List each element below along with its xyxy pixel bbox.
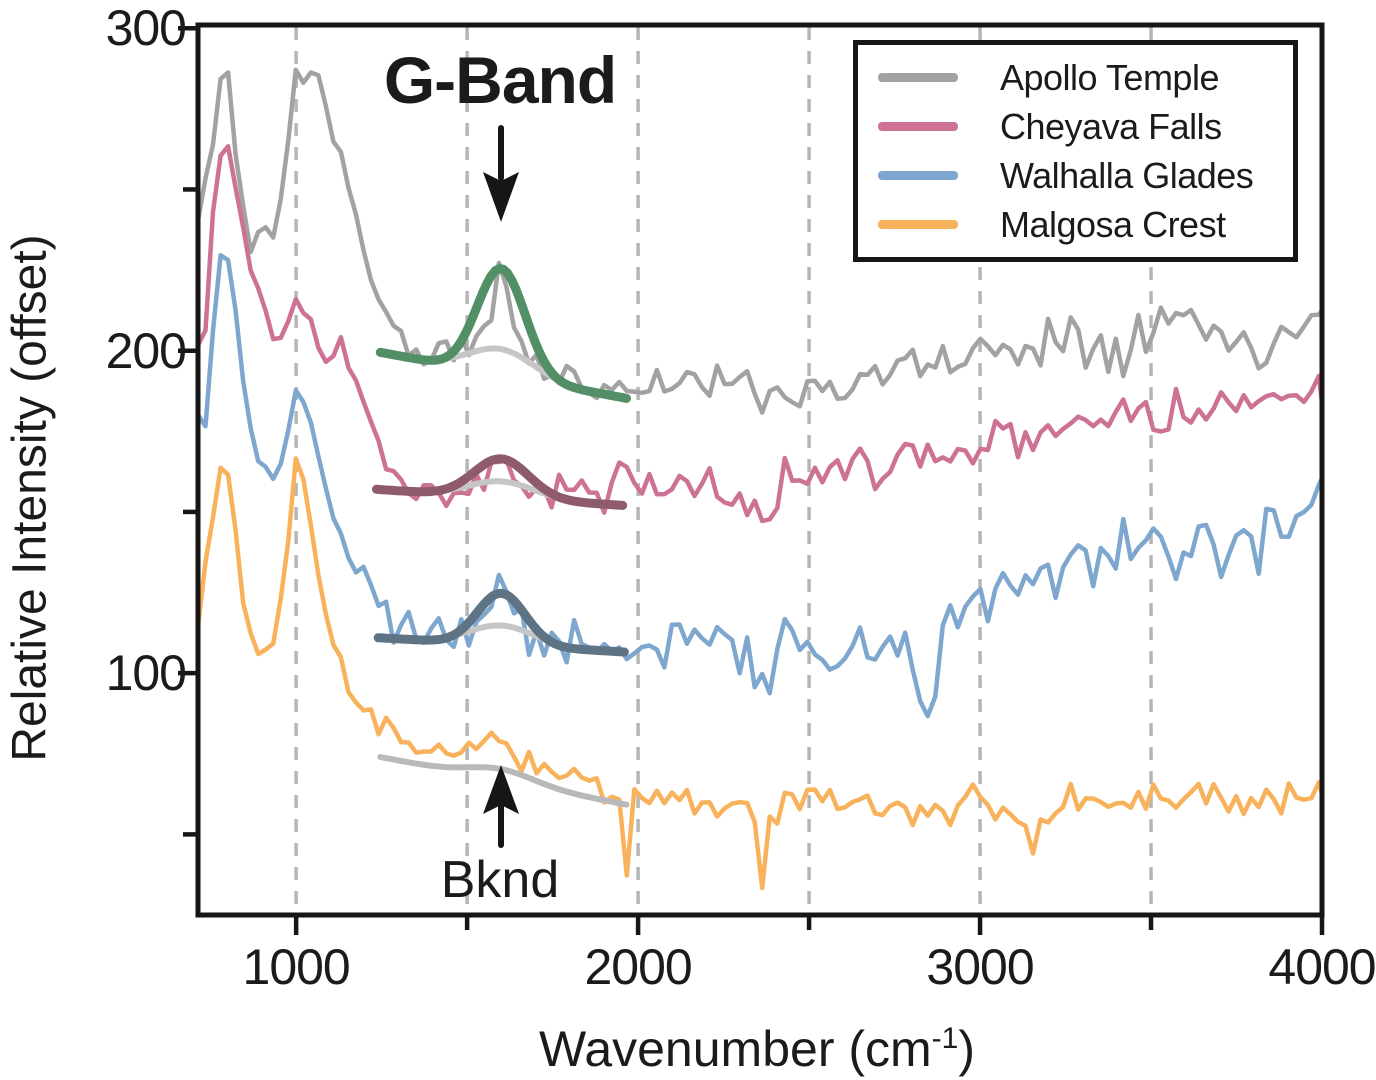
y-tick-label-200: 200: [105, 322, 187, 379]
y-tick-label-100: 100: [105, 645, 187, 702]
spectra-curves: [200, 67, 1321, 891]
tick-marks: [178, 25, 1325, 935]
legend-item-apollo-temple: Apollo Temple: [878, 57, 1293, 99]
x-axis-title-superscript: -1: [931, 1022, 959, 1055]
spectrum-malgosa-crest: [200, 456, 1321, 891]
spectrum-cheyava-falls: [200, 144, 1321, 524]
plot-frame: [195, 22, 1325, 918]
legend-swatch-cheyava-falls: [878, 122, 958, 131]
legend-label-walhalla-glades: Walhalla Glades: [1000, 154, 1254, 196]
legend: Apollo Temple Cheyava Falls Walhalla Gla…: [853, 40, 1298, 262]
bknd-fit-malgosa-crest-background-bknd-: [377, 754, 630, 808]
legend-item-walhalla-glades: Walhalla Glades: [878, 155, 1293, 197]
legend-label-apollo-temple: Apollo Temple: [1000, 56, 1219, 98]
x-axis-title-text: Wavenumber (cm: [538, 1021, 932, 1077]
gband-fit-cheyava-falls-g-band-fit: [372, 454, 628, 510]
legend-swatch-apollo-temple: [878, 73, 958, 82]
legend-swatch-walhalla-glades: [878, 171, 958, 180]
gband-arrow-head: [483, 172, 519, 222]
bknd-annotation-label: Bknd: [440, 851, 560, 909]
gband-fit-curves: [372, 264, 631, 657]
legend-label-cheyava-falls: Cheyava Falls: [1000, 105, 1222, 147]
gband-fit-walhalla-glades-g-band-fit: [373, 588, 629, 657]
x-tick-label-1000: 1000: [242, 939, 351, 995]
x-axis-title-close: ): [958, 1021, 976, 1077]
annotation-arrows: [483, 125, 519, 848]
legend-label-malgosa-crest: Malgosa Crest: [1000, 203, 1226, 245]
y-axis-title: Relative Intensity (offset): [3, 234, 57, 762]
axes: [178, 22, 1325, 935]
x-tick-label-4000: 4000: [1268, 939, 1376, 995]
spectrum-walhalla-glades: [200, 253, 1321, 719]
x-tick-label-3000: 3000: [926, 939, 1034, 995]
legend-swatch-malgosa-crest: [878, 220, 958, 229]
gband-fit-apollo-temple-g-band-fit: [375, 264, 631, 403]
legend-item-cheyava-falls: Cheyava Falls: [878, 106, 1293, 148]
y-tick-label-300: 300: [105, 0, 187, 57]
spectrum-apollo-temple: [200, 67, 1321, 415]
legend-item-malgosa-crest: Malgosa Crest: [878, 204, 1293, 246]
bknd-arrow-head: [483, 765, 519, 814]
x-tick-label-2000: 2000: [584, 939, 692, 995]
gband-annotation-label: G-Band: [383, 43, 617, 117]
x-axis-title: Wavenumber (cm-1): [539, 1020, 975, 1078]
